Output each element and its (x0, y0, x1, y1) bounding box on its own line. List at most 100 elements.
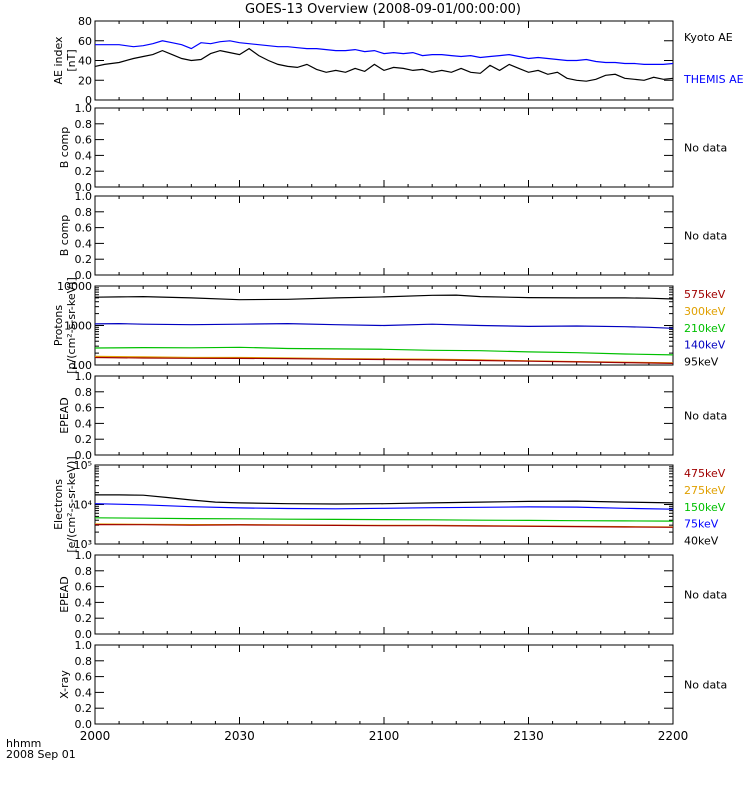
y-axis-label: EPEAD (58, 397, 71, 434)
y-tick-label: 0.4 (75, 596, 93, 609)
panel-1: 0 20 40 60 80 AE index [nT] Kyoto AE THEMIS AE (52, 15, 744, 107)
panel-frame (94, 464, 674, 545)
y-axis-label: Electrons (52, 479, 65, 530)
y-tick-label: 0.8 (75, 565, 93, 578)
no-data-label: No data (684, 679, 727, 692)
y-tick-label: 0.6 (75, 402, 93, 415)
y-tick-label: 60 (78, 35, 92, 48)
legend-entry: Kyoto AE (684, 31, 733, 44)
y-axis-unit: [e/(cm²-s-sr-keV)] (65, 456, 78, 552)
series-line-475kev (94, 523, 674, 528)
series-line-95kev (94, 294, 674, 301)
series-line-themis-ae (95, 40, 674, 66)
y-axis-label: B comp (58, 127, 71, 169)
y-axis-unit: [p/(cm²-s-sr-keV)] (65, 277, 78, 374)
series-line-210kev (94, 346, 674, 356)
y-tick-label: 0.6 (75, 134, 93, 147)
y-tick-label: 1.0 (75, 549, 93, 562)
y-tick-label: 1.0 (75, 639, 93, 652)
legend-entry: 300keV (684, 305, 726, 318)
series-line-575kev (94, 356, 674, 364)
y-axis-label: Protons (52, 305, 65, 346)
y-axis-unit: [nT] (65, 49, 78, 71)
no-data-label: No data (684, 589, 727, 602)
y-tick-label: 10⁴ (74, 499, 93, 512)
y-tick-label: 10000 (57, 280, 92, 293)
y-tick-label: 0.4 (75, 417, 93, 430)
legend-entry: 475keV (684, 467, 726, 480)
panel-frame (94, 107, 674, 188)
no-data-label: No data (684, 230, 727, 243)
y-axis-label: B comp (58, 215, 71, 257)
y-axis-label: X-ray (58, 670, 71, 699)
panel-frame (94, 20, 674, 101)
legend-entry: 275keV (684, 484, 726, 497)
panel-4: 100 1000 10000 Protons [p/(cm²-s-sr-keV)] 575… (52, 277, 726, 374)
y-tick-label: 0.0 (75, 449, 93, 462)
y-tick-label: 0.6 (75, 222, 93, 235)
series-line-kyoto-ae (94, 47, 674, 82)
series-line-75kev (94, 503, 674, 510)
legend-entry: THEMIS AE (683, 73, 744, 86)
y-tick-label: 0.4 (75, 149, 93, 162)
legend-entry: 575keV (684, 288, 726, 301)
y-tick-label: 1.0 (75, 190, 93, 203)
y-tick-label: 0.0 (75, 628, 93, 641)
y-tick-label: 0.2 (75, 165, 93, 178)
y-axis-label: AE index (52, 36, 65, 85)
y-tick-label: 0.2 (75, 612, 93, 625)
legend-entry: 95keV (684, 356, 719, 369)
panel-frame (94, 195, 674, 276)
panel-7: 0.0 0.2 0.4 0.6 0.8 1.0 EPEAD No data (58, 549, 727, 641)
legend-entry: 210keV (684, 322, 726, 335)
panels-group: 0 20 40 60 80 AE index [nT] Kyoto AE THEMIS AE 0.… (52, 15, 744, 731)
y-tick-label: 40 (78, 55, 92, 68)
y-tick-label: 0.8 (75, 386, 93, 399)
x-axis: 2000 2030 2100 2130 2200 (80, 729, 689, 743)
y-tick-label: 0.4 (75, 686, 93, 699)
series-line-150kev (94, 517, 674, 522)
y-tick-label: 1000 (64, 320, 92, 333)
panel-2: 0.0 0.2 0.4 0.6 0.8 1.0 B comp No data (58, 102, 727, 194)
y-tick-label: 0.8 (75, 655, 93, 668)
x-tick-label: 2030 (224, 729, 255, 743)
panel-6: 10³ 10⁴ 10⁵ Electrons [e/(cm²-s-sr-keV)] 475k… (52, 456, 726, 552)
x-axis-title-line2: 2008 Sep 01 (6, 748, 76, 761)
panel-frame (94, 554, 674, 635)
x-tick-label: 2000 (80, 729, 111, 743)
y-tick-label: 0 (85, 94, 92, 107)
x-tick-label: 2130 (513, 729, 544, 743)
panel-8: 0.0 0.2 0.4 0.6 0.8 1.0 X-ray No data (58, 639, 727, 731)
legend-entry: 40keV (684, 535, 719, 548)
y-tick-label: 0.2 (75, 433, 93, 446)
y-tick-label: 0.6 (75, 581, 93, 594)
y-tick-label: 80 (78, 15, 92, 28)
panel-3: 0.0 0.2 0.4 0.6 0.8 1.0 B comp No data (58, 190, 727, 282)
series-line-140kev (94, 322, 674, 329)
y-tick-label: 0.0 (75, 181, 93, 194)
y-tick-label: 0.6 (75, 671, 93, 684)
no-data-label: No data (684, 410, 727, 423)
x-axis-title-line1: hhmm (6, 737, 41, 750)
legend-entry: 150keV (684, 501, 726, 514)
panel-frame (94, 644, 674, 725)
y-tick-label: 1.0 (75, 370, 93, 383)
legend-entry: 140keV (684, 339, 726, 352)
y-tick-label: 100 (71, 359, 92, 372)
y-tick-label: 10³ (74, 538, 92, 551)
y-tick-label: 1.0 (75, 102, 93, 115)
y-tick-label: 0.8 (75, 206, 93, 219)
chart-title: GOES-13 Overview (2008-09-01/00:00:00) (245, 2, 521, 17)
y-tick-label: 20 (78, 74, 92, 87)
y-tick-label: 0.2 (75, 253, 93, 266)
x-tick-label: 2100 (369, 729, 400, 743)
y-tick-label: 0.2 (75, 702, 93, 715)
y-axis-label: EPEAD (58, 576, 71, 613)
y-tick-label: 0.0 (75, 718, 93, 731)
no-data-label: No data (684, 142, 727, 155)
y-tick-label: 0.8 (75, 118, 93, 131)
legend-entry: 75keV (684, 518, 719, 531)
y-tick-label: 0.4 (75, 237, 93, 250)
y-tick-label: 10⁵ (74, 459, 92, 472)
x-tick-label: 2200 (658, 729, 689, 743)
